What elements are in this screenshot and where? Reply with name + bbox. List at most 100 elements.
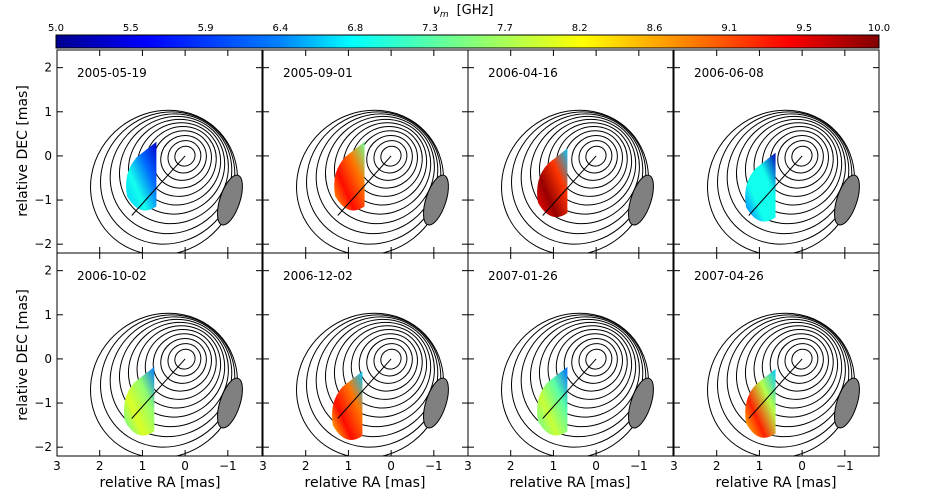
flux-contour: [707, 312, 855, 456]
beam-ellipse: [217, 174, 243, 226]
flux-contour: [366, 134, 413, 181]
flux-contour: [109, 316, 233, 438]
flux-contour: [380, 145, 402, 167]
flux-contour: [373, 140, 408, 174]
x-tick-label: 3: [670, 459, 678, 473]
turnover-frequency-map: [537, 366, 568, 436]
flux-contour: [160, 134, 207, 181]
beam-ellipse: [423, 377, 449, 429]
x-tick-label: 0: [798, 459, 806, 473]
y-axis-label-bottom: relative DEC [mas]: [15, 289, 31, 421]
turnover-frequency-map: [745, 369, 776, 438]
flux-contour: [578, 343, 613, 377]
flux-contour: [174, 348, 196, 370]
flux-contour: [791, 348, 813, 370]
jet-axis-line: [542, 155, 597, 216]
jet-axis-line: [131, 358, 186, 419]
panel-date: 2007-04-26: [694, 269, 764, 283]
turnover-frequency-map: [537, 148, 568, 218]
flux-contour: [707, 109, 855, 253]
colorbar-tick-label: 5.9: [198, 23, 214, 34]
flux-contour: [306, 314, 442, 448]
colorbar-tick-label: 10.0: [868, 23, 890, 34]
flux-contour: [726, 113, 850, 235]
x-tick-label: 1: [139, 459, 147, 473]
flux-contour: [571, 134, 618, 181]
x-tick-label: 3: [53, 459, 61, 473]
flux-contour: [520, 316, 644, 438]
flux-contour: [563, 130, 623, 189]
beam-ellipse: [628, 377, 654, 429]
colorbar-tick-label: 6.4: [273, 23, 289, 34]
flux-contour: [358, 130, 418, 189]
colorbar-label: νm [GHz]: [433, 3, 494, 20]
jet-axis-line: [337, 358, 392, 419]
flux-contour: [511, 111, 647, 245]
flux-contour: [380, 348, 402, 370]
flux-contour: [563, 333, 623, 392]
x-tick-label: 1: [550, 459, 558, 473]
y-tick-label: 1: [44, 105, 52, 119]
panel-2006-04-16: 2006-04-16: [467, 49, 674, 254]
beam-ellipse: [628, 174, 654, 226]
colorbar-tick-label: 5.0: [48, 23, 64, 34]
panel-date: 2005-05-19: [77, 66, 147, 80]
panel-2007-01-26: 3 2 1 0 −1 2007-01-26: [464, 252, 674, 473]
x-tick-label: 2: [302, 459, 310, 473]
flux-contour: [373, 343, 408, 377]
flux-contour: [769, 333, 829, 392]
flux-contour: [520, 113, 644, 235]
flux-contour: [777, 337, 824, 384]
panel-2006-06-08: 2006-06-08: [673, 49, 880, 254]
turnover-frequency-map: [332, 371, 363, 441]
x-tick-label: 2: [96, 459, 104, 473]
flux-contour: [324, 115, 435, 225]
panel-2005-09-01: 2005-09-01: [262, 49, 469, 254]
colorbar-tick-label: 7.7: [497, 23, 513, 34]
x-tick-label: 0: [181, 459, 189, 473]
x-tick-label: −1: [836, 459, 854, 473]
panel-frame: [467, 252, 674, 457]
panel-2007-04-26: 3 2 1 0 −1 2007-04-26: [670, 252, 880, 473]
x-tick-label: 2: [713, 459, 721, 473]
flux-contour: [717, 111, 853, 245]
y-axis-label-top: relative DEC [mas]: [15, 85, 31, 217]
x-tick-label: 1: [345, 459, 353, 473]
panel-2006-12-02: 3 2 1 0 −1 2006-12-02: [259, 252, 469, 473]
colorbar-tick-label: 9.1: [721, 23, 737, 34]
flux-contour: [152, 130, 212, 189]
y-tick-label: −2: [34, 237, 52, 251]
x-axis-label-1: relative RA [mas]: [100, 475, 221, 491]
panel-date: 2007-01-26: [488, 269, 558, 283]
flux-contour: [366, 337, 413, 384]
y-tick-label: 1: [44, 308, 52, 322]
flux-contour: [769, 130, 829, 189]
turnover-frequency-map: [334, 141, 365, 211]
panel-date: 2006-12-02: [283, 269, 353, 283]
panel-frame: [673, 252, 880, 457]
colorbar-tick-label: 8.2: [572, 23, 588, 34]
x-tick-label: 0: [592, 459, 600, 473]
y-tick-label: 0: [44, 352, 52, 366]
panel-date: 2006-04-16: [488, 66, 558, 80]
x-tick-label: 2: [507, 459, 515, 473]
panel-date: 2005-09-01: [283, 66, 353, 80]
turnover-frequency-map: [745, 152, 776, 222]
colorbar: [55, 34, 880, 49]
x-tick-label: 1: [756, 459, 764, 473]
jet-axis-line: [337, 155, 392, 216]
flux-contour: [578, 140, 613, 174]
flux-contour: [109, 113, 233, 235]
flux-contour: [784, 343, 819, 377]
flux-contour: [501, 312, 649, 456]
beam-ellipse: [834, 174, 860, 226]
flux-contour: [585, 145, 607, 167]
flux-contour: [501, 109, 649, 253]
colorbar-tick-label: 6.8: [347, 23, 363, 34]
y-tick-label: 2: [44, 264, 52, 278]
y-tick-label: −1: [34, 396, 52, 410]
flux-contour: [585, 348, 607, 370]
x-tick-label: 3: [464, 459, 472, 473]
flux-contour: [167, 140, 202, 174]
